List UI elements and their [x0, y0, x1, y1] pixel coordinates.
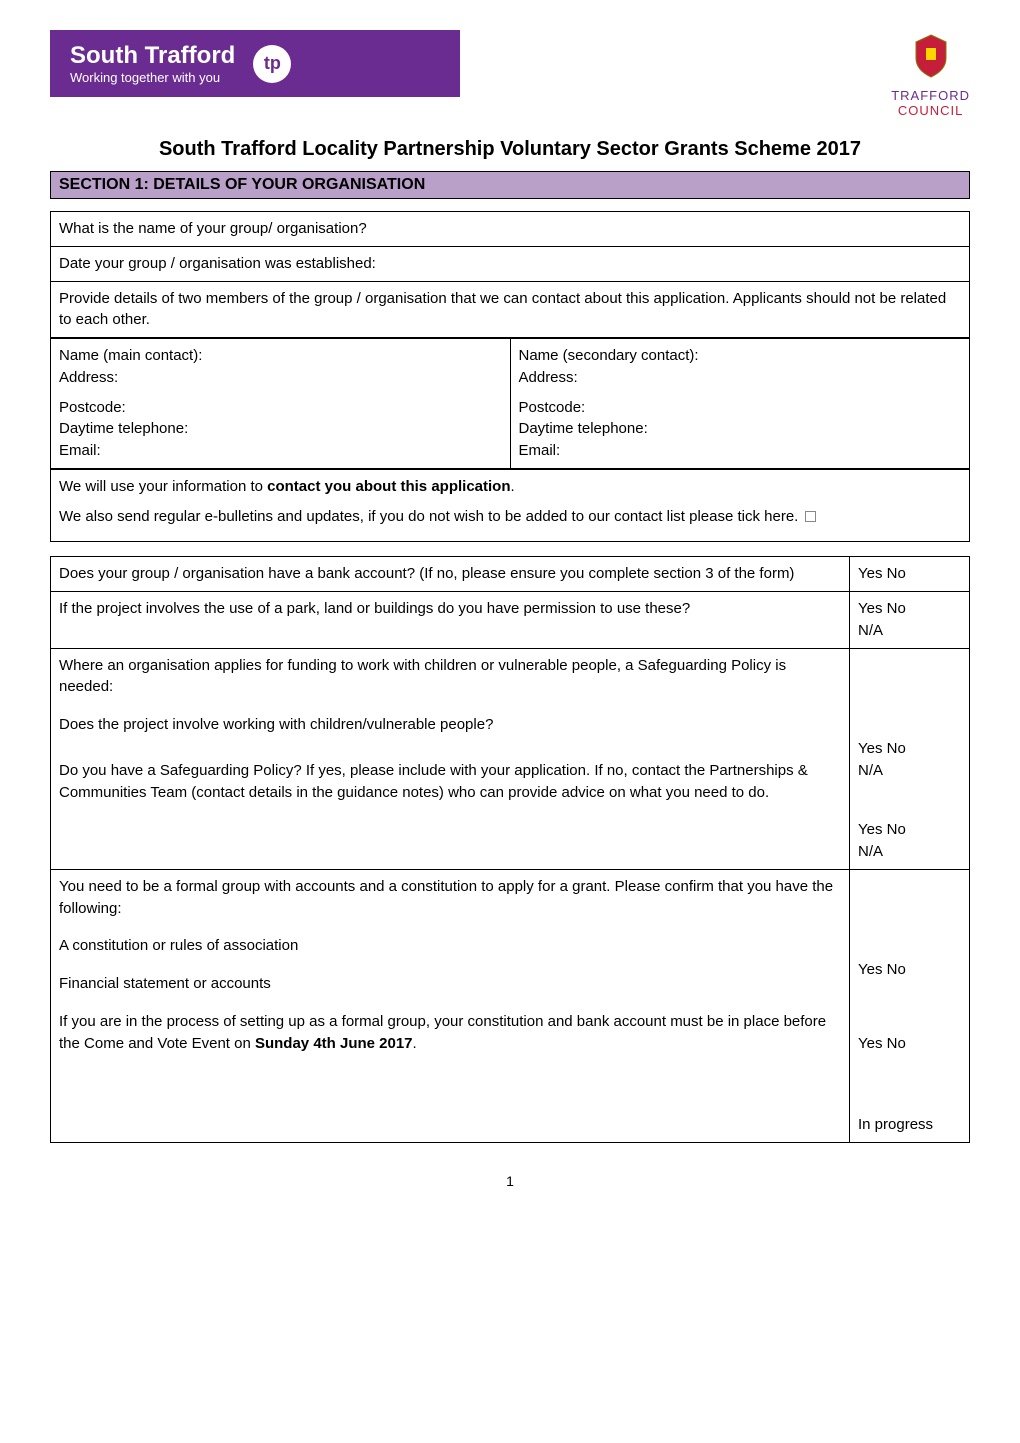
sec-email-label: Email: — [519, 442, 561, 459]
section-1-header: SECTION 1: DETAILS OF YOUR ORGANISATION — [50, 171, 970, 199]
q-date-established[interactable]: Date your group / organisation was estab… — [51, 246, 970, 281]
q-bank-options[interactable]: Yes No — [850, 557, 970, 592]
safeguarding-q2: Do you have a Safeguarding Policy? If ye… — [59, 762, 808, 801]
eligibility-table: Does your group / organisation have a ba… — [50, 556, 970, 1142]
q-land-options[interactable]: Yes No N/A — [850, 592, 970, 649]
safeguarding-cell: Where an organisation applies for fundin… — [51, 648, 850, 869]
q-bank-account: Does your group / organisation have a ba… — [51, 557, 850, 592]
contact-use-suffix: . — [511, 478, 515, 495]
contact-use-prefix: We will use your information to — [59, 478, 267, 495]
formal-setup-bold: Sunday 4th June 2017 — [255, 1035, 413, 1052]
main-contact-cell[interactable]: Name (main contact): Address: Postcode: … — [51, 339, 511, 469]
formal-q2: Financial statement or accounts — [59, 975, 271, 992]
contacts-table: Name (main contact): Address: Postcode: … — [50, 338, 970, 469]
in-progress-label: In progress — [858, 1116, 933, 1133]
secondary-contact-cell[interactable]: Name (secondary contact): Address: Postc… — [510, 339, 970, 469]
safeguarding-q1: Does the project involve working with ch… — [59, 716, 493, 733]
sec-postcode-label: Postcode: — [519, 399, 586, 416]
opt-out-checkbox[interactable] — [805, 511, 816, 522]
page-title: South Trafford Locality Partnership Volu… — [50, 138, 970, 161]
formal-q1-opts[interactable]: Yes No — [858, 961, 906, 978]
banner-subtitle: Working together with you — [70, 70, 235, 85]
sec-name-label: Name (secondary contact): — [519, 347, 699, 364]
sec-phone-label: Daytime telephone: — [519, 420, 648, 437]
trafford-council-logo: TRAFFORD COUNCIL — [891, 30, 970, 118]
safeguarding-intro: Where an organisation applies for fundin… — [59, 657, 786, 696]
main-postcode-label: Postcode: — [59, 399, 126, 416]
tp-logo-icon: tp — [253, 45, 291, 83]
contact-use-cell: We will use your information to contact … — [51, 469, 970, 542]
page-header: South Trafford Working together with you… — [50, 30, 970, 118]
safeguarding-q2-opts[interactable]: Yes No N/A — [858, 821, 906, 860]
safeguarding-q1-opts[interactable]: Yes No N/A — [858, 740, 906, 779]
main-phone-label: Daytime telephone: — [59, 420, 188, 437]
q-org-name[interactable]: What is the name of your group/ organisa… — [51, 212, 970, 247]
safeguarding-options[interactable]: Yes No N/A Yes No N/A — [850, 648, 970, 869]
banner-title: South Trafford — [70, 42, 235, 70]
crest-icon — [906, 30, 956, 80]
south-trafford-banner: South Trafford Working together with you… — [50, 30, 460, 97]
sec-address-label: Address: — [519, 369, 578, 386]
council-name: TRAFFORD COUNCIL — [891, 88, 970, 118]
formal-setup-suffix: . — [413, 1035, 417, 1052]
org-details-table: What is the name of your group/ organisa… — [50, 211, 970, 338]
main-name-label: Name (main contact): — [59, 347, 202, 364]
main-email-label: Email: — [59, 442, 101, 459]
bulletin-text: We also send regular e-bulletins and upd… — [59, 508, 803, 525]
formal-setup-prefix: If you are in the process of setting up … — [59, 1013, 826, 1052]
q-contacts-intro: Provide details of two members of the gr… — [51, 281, 970, 338]
formal-q1: A constitution or rules of association — [59, 937, 298, 954]
formal-intro: You need to be a formal group with accou… — [59, 878, 833, 917]
banner-text: South Trafford Working together with you — [70, 42, 235, 85]
formal-q2-opts[interactable]: Yes No — [858, 1035, 906, 1052]
formal-options[interactable]: Yes No Yes No In progress — [850, 869, 970, 1142]
contact-use-bold: contact you about this application — [267, 478, 510, 495]
contact-use-table: We will use your information to contact … — [50, 469, 970, 543]
q-land-permission: If the project involves the use of a par… — [51, 592, 850, 649]
page-number: 1 — [50, 1173, 970, 1189]
main-address-label: Address: — [59, 369, 118, 386]
formal-group-cell: You need to be a formal group with accou… — [51, 869, 850, 1142]
